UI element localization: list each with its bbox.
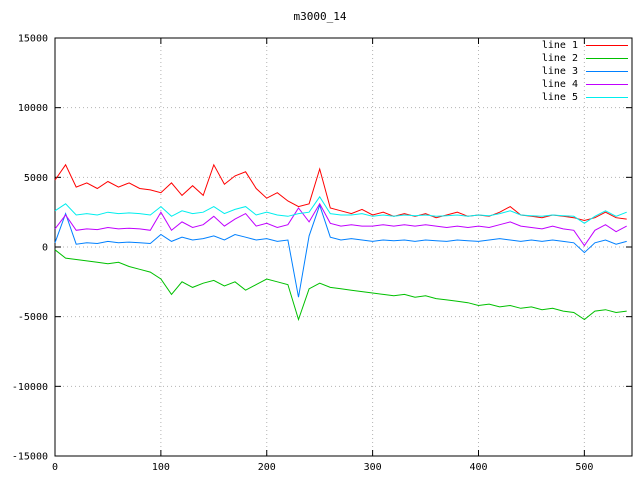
y-tick-label: 10000 <box>18 103 48 114</box>
legend-line-sample-4 <box>586 83 628 85</box>
series-line-1 <box>54 163 627 222</box>
series-line-4 <box>54 202 627 247</box>
x-tick-label: 100 <box>152 462 170 473</box>
x-tick-label: 500 <box>575 462 593 473</box>
legend-label-2: line 2 <box>541 52 578 64</box>
legend-line-sample-5 <box>586 96 628 98</box>
legend-line-sample-3 <box>586 70 628 72</box>
legend-line-sample-1 <box>586 44 628 46</box>
x-tick-label: 400 <box>469 462 487 473</box>
x-tick-label: 0 <box>52 462 58 473</box>
chart-title: m3000_14 <box>293 10 347 23</box>
x-tick-label: 300 <box>364 462 382 473</box>
legend-label-3: line 3 <box>541 65 578 77</box>
y-tick-label: -5000 <box>18 312 48 323</box>
series-line-5 <box>54 195 627 224</box>
series-line-3 <box>54 203 627 298</box>
legend-item-2: line 2 <box>541 52 628 64</box>
legend-item-4: line 4 <box>541 78 628 90</box>
legend-item-3: line 3 <box>541 65 628 77</box>
series-line-2 <box>54 249 627 322</box>
x-tick-label: 200 <box>258 462 276 473</box>
legend-label-5: line 5 <box>541 91 578 103</box>
y-tick-label: -15000 <box>12 452 48 463</box>
y-tick-label: 5000 <box>24 173 48 184</box>
y-tick-label: -10000 <box>12 382 48 393</box>
legend-line-sample-2 <box>586 57 628 59</box>
legend-item-5: line 5 <box>541 91 628 103</box>
legend-label-1: line 1 <box>541 39 578 51</box>
legend-item-1: line 1 <box>541 39 628 51</box>
legend: line 1 line 2 line 3 line 4 line 5 <box>541 39 628 103</box>
legend-label-4: line 4 <box>541 78 578 90</box>
y-tick-label: 0 <box>42 243 48 254</box>
y-tick-label: 15000 <box>18 34 48 45</box>
